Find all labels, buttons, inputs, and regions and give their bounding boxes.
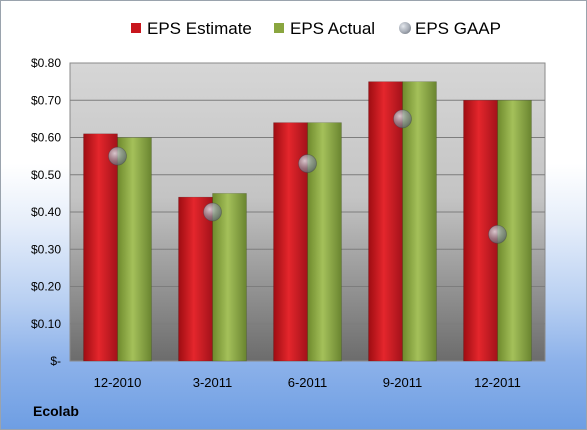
y-tick-label: $0.70 (31, 93, 61, 107)
gaap-points (108, 109, 507, 244)
y-tick-label: $0.60 (31, 131, 61, 145)
y-axis-labels: $- $0.10 $0.20 $0.30 $0.40 $0.50 $0.60 $0.70 $0.… (31, 56, 61, 368)
legend-marker (399, 22, 411, 34)
y-tick-label: $0.50 (31, 168, 61, 182)
x-axis-labels: 12-2010 3-2011 6-2011 9-2011 12-2011 (94, 375, 521, 390)
eps-gaap-point (298, 154, 317, 173)
eps-actual-bar (212, 193, 247, 362)
company-name: Ecolab (33, 403, 79, 419)
eps-gaap-point (203, 202, 222, 222)
legend-label: EPS Estimate (147, 19, 252, 38)
x-tick-label: 12-2010 (94, 375, 142, 390)
legend-item: EPS Actual (274, 19, 375, 38)
eps-gaap-point (393, 109, 412, 129)
y-tick-label: $0.40 (31, 205, 61, 219)
eps-estimate-bar (178, 196, 213, 362)
legend-label: EPS Actual (290, 19, 375, 38)
legend-label: EPS GAAP (415, 19, 501, 38)
eps-estimate-bar (83, 133, 118, 362)
y-tick-label: $- (50, 354, 61, 368)
eps-estimate-bar (368, 81, 403, 362)
bars (83, 81, 532, 362)
eps-actual-bar (402, 81, 437, 362)
y-tick-label: $0.80 (31, 56, 61, 70)
legend-swatch (274, 23, 284, 33)
legend: EPS Estimate EPS Actual EPS GAAP (131, 19, 501, 38)
x-tick-label: 9-2011 (383, 375, 423, 390)
legend-item: EPS GAAP (399, 19, 501, 38)
eps-gaap-point (108, 146, 127, 166)
x-tick-label: 3-2011 (193, 375, 233, 390)
legend-swatch (131, 23, 141, 33)
y-tick-label: $0.10 (31, 317, 61, 331)
y-tick-label: $0.20 (31, 280, 61, 294)
legend-item: EPS Estimate (131, 19, 252, 38)
y-tick-label: $0.30 (31, 242, 61, 256)
eps-actual-bar (117, 137, 152, 362)
eps-gaap-point (488, 224, 507, 244)
x-tick-label: 12-2011 (474, 375, 521, 390)
x-tick-label: 6-2011 (288, 375, 328, 390)
